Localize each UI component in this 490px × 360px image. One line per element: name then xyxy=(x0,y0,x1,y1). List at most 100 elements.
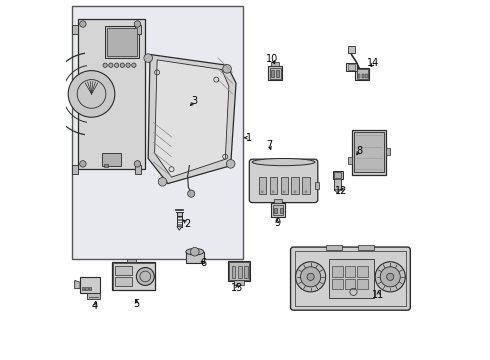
Circle shape xyxy=(80,161,86,167)
Bar xyxy=(135,165,141,174)
Bar xyxy=(326,244,342,250)
Bar xyxy=(271,70,274,77)
FancyBboxPatch shape xyxy=(291,247,410,310)
Bar xyxy=(354,132,384,172)
Circle shape xyxy=(134,161,141,167)
Polygon shape xyxy=(155,60,229,177)
Bar xyxy=(270,177,277,194)
Bar xyxy=(104,164,108,167)
Bar xyxy=(355,68,369,80)
Bar xyxy=(347,157,352,164)
Circle shape xyxy=(188,190,195,197)
Circle shape xyxy=(300,267,320,287)
Bar xyxy=(272,205,283,215)
Bar xyxy=(315,182,319,189)
Polygon shape xyxy=(177,226,182,230)
Bar xyxy=(332,279,343,289)
Bar xyxy=(280,208,283,213)
Bar xyxy=(344,279,355,289)
Bar xyxy=(72,6,243,259)
Bar xyxy=(107,28,137,56)
Bar xyxy=(105,26,139,58)
Bar xyxy=(352,130,386,175)
Text: 13: 13 xyxy=(231,283,243,293)
Bar xyxy=(276,70,279,77)
Bar xyxy=(334,172,341,178)
Circle shape xyxy=(80,21,86,27)
Bar xyxy=(115,266,132,275)
Bar xyxy=(268,66,282,80)
Bar xyxy=(228,261,250,281)
Bar xyxy=(72,165,78,174)
Bar xyxy=(115,277,132,286)
Bar xyxy=(234,280,245,285)
Bar xyxy=(229,262,248,280)
Ellipse shape xyxy=(186,248,204,255)
Bar xyxy=(329,259,374,298)
Bar xyxy=(85,287,88,290)
Text: 2: 2 xyxy=(185,219,191,229)
Circle shape xyxy=(387,273,394,280)
FancyBboxPatch shape xyxy=(249,159,318,203)
Circle shape xyxy=(307,273,314,280)
Bar xyxy=(347,64,355,69)
Circle shape xyxy=(380,267,400,287)
Text: 10: 10 xyxy=(266,54,278,64)
Bar xyxy=(357,69,368,79)
Circle shape xyxy=(223,64,231,73)
Text: 8: 8 xyxy=(356,146,362,156)
Text: 14: 14 xyxy=(368,58,380,68)
Bar xyxy=(366,74,368,78)
Bar xyxy=(126,259,136,262)
Circle shape xyxy=(283,190,286,193)
Bar xyxy=(358,244,374,250)
Bar xyxy=(82,287,84,290)
Bar xyxy=(271,62,279,66)
Bar xyxy=(245,266,248,278)
Ellipse shape xyxy=(252,158,315,166)
Bar xyxy=(333,171,343,179)
Circle shape xyxy=(304,190,307,193)
Bar xyxy=(186,252,204,263)
Bar xyxy=(101,153,122,166)
Bar xyxy=(332,266,343,277)
Bar xyxy=(89,287,91,290)
Bar xyxy=(362,74,364,78)
Bar xyxy=(135,25,141,34)
Bar xyxy=(347,46,355,53)
Circle shape xyxy=(136,267,154,285)
Circle shape xyxy=(126,63,130,67)
Bar xyxy=(78,19,145,169)
Bar xyxy=(259,177,266,194)
Bar xyxy=(274,199,282,203)
Polygon shape xyxy=(74,280,80,289)
Polygon shape xyxy=(148,54,236,184)
Bar xyxy=(295,251,406,306)
Polygon shape xyxy=(87,293,100,300)
Circle shape xyxy=(109,63,113,67)
Circle shape xyxy=(120,63,124,67)
Bar xyxy=(238,266,242,278)
Text: 5: 5 xyxy=(134,299,140,309)
Text: 9: 9 xyxy=(274,218,280,228)
Circle shape xyxy=(226,159,235,168)
Bar xyxy=(270,68,280,78)
Bar xyxy=(358,74,360,78)
Text: 6: 6 xyxy=(201,258,207,268)
Circle shape xyxy=(134,21,141,27)
Text: 11: 11 xyxy=(372,291,385,301)
Text: 3: 3 xyxy=(192,96,198,106)
Circle shape xyxy=(132,63,136,67)
Text: 1: 1 xyxy=(245,133,252,143)
Text: 12: 12 xyxy=(335,186,347,197)
Circle shape xyxy=(115,63,119,67)
Bar xyxy=(72,25,78,34)
Bar xyxy=(357,266,368,277)
Bar xyxy=(274,208,277,213)
Bar xyxy=(386,148,390,155)
Bar xyxy=(113,263,155,290)
Bar xyxy=(280,177,288,194)
Text: 7: 7 xyxy=(266,140,272,150)
Bar xyxy=(346,63,357,71)
Text: 4: 4 xyxy=(92,301,98,311)
